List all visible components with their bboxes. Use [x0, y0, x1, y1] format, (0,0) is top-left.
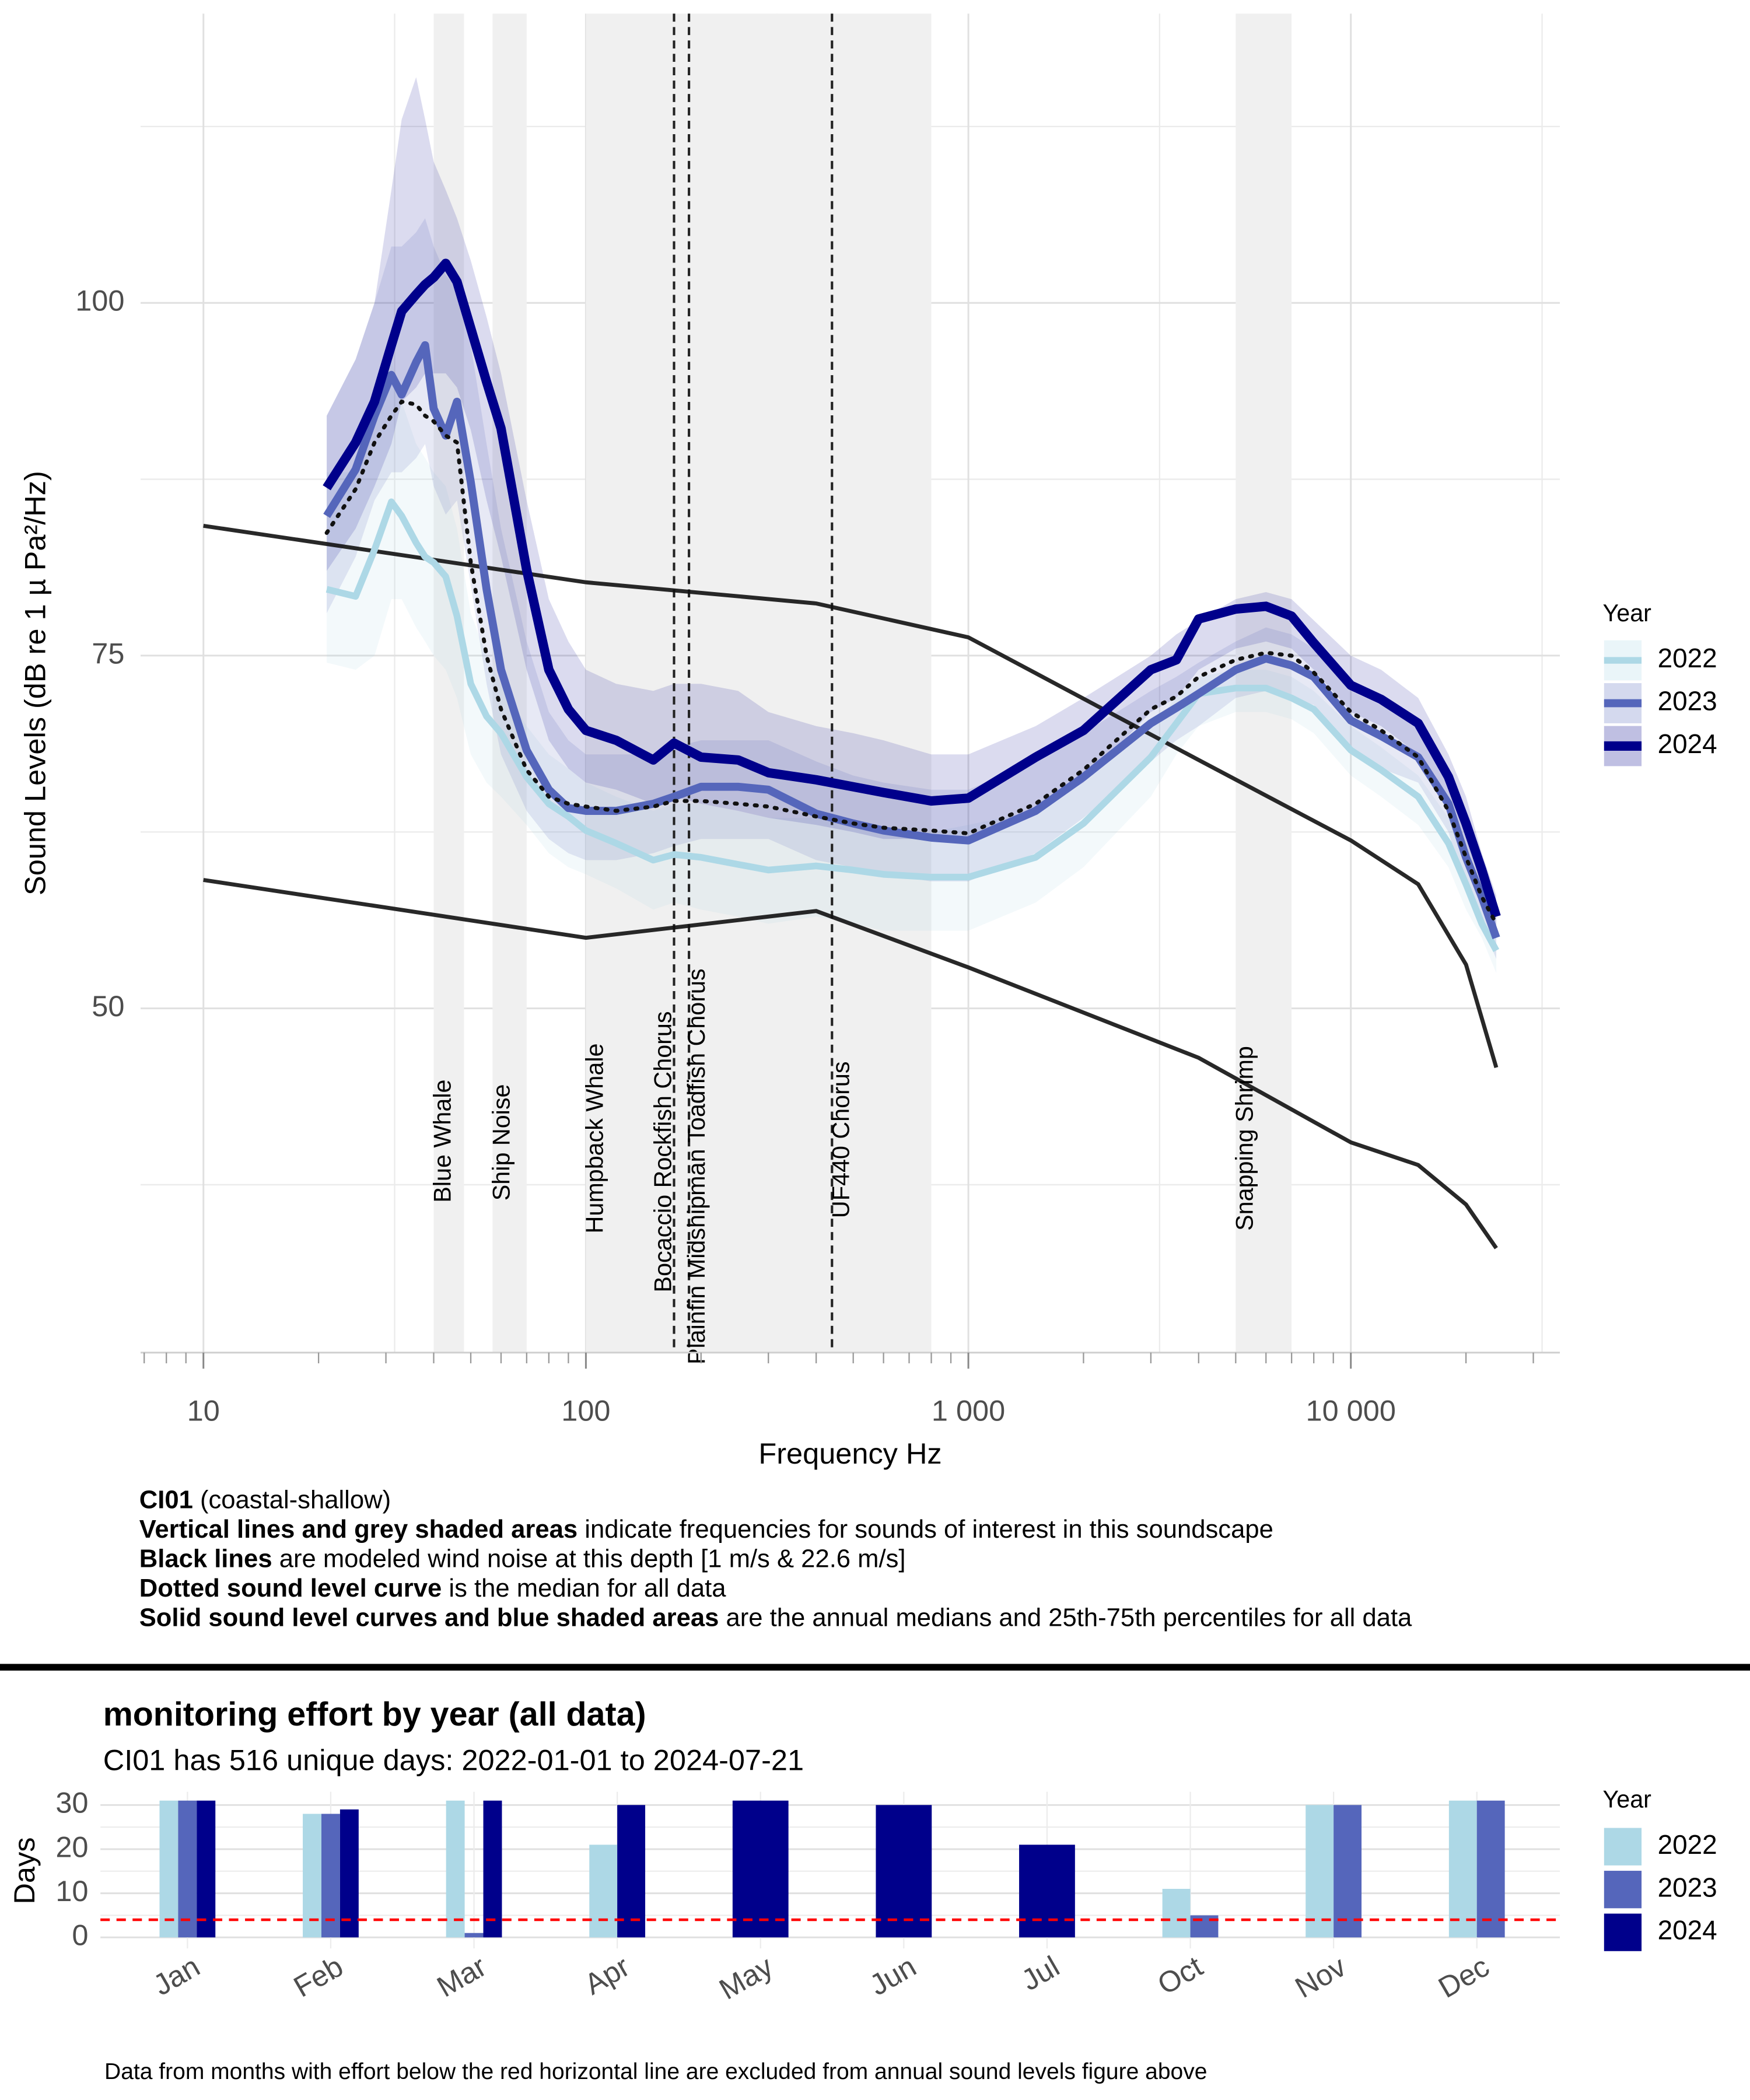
region-label: Ship Noise [488, 1084, 515, 1201]
legend-swatch [1604, 1913, 1642, 1951]
x-axis-title: Frequency Hz [758, 1437, 942, 1470]
chart-title: monitoring effort by year (all data) [103, 1696, 646, 1733]
note-bold: Dotted sound level curve [139, 1574, 442, 1602]
note-bold: Solid sound level curves and blue shaded… [139, 1604, 719, 1632]
bar [876, 1805, 932, 1938]
note-bold: Black lines [139, 1545, 272, 1573]
y-axis-title: Days [8, 1838, 41, 1905]
note-bold: Vertical lines and grey shaded areas [139, 1516, 578, 1544]
bar [483, 1800, 502, 1938]
note-text: (coastal-shallow) [200, 1486, 391, 1514]
x-tick-label: 100 [561, 1394, 610, 1427]
bar [1019, 1845, 1075, 1938]
note: Dotted sound level curve is the median f… [139, 1574, 727, 1602]
series-line [326, 498, 1500, 953]
x-tick-label: 10 [187, 1394, 220, 1427]
x-tick-label: 1 000 [932, 1394, 1005, 1427]
y-tick-label: 10 [55, 1874, 88, 1908]
legend-label: 2024 [1658, 729, 1717, 759]
note: Black lines are modeled wind noise at th… [139, 1545, 906, 1573]
bar [464, 1933, 484, 1938]
bar [197, 1800, 216, 1938]
bar [732, 1800, 789, 1938]
frequency-region [492, 13, 527, 1353]
bar [303, 1814, 321, 1938]
note-text: is the median for all data [449, 1574, 726, 1602]
bar [617, 1805, 646, 1938]
bar [178, 1800, 197, 1938]
note-text: are the annual medians and 25th-75th per… [726, 1604, 1413, 1632]
footnote: Data from months with effort below the r… [104, 2059, 1207, 2084]
legend-title: Year [1603, 600, 1652, 626]
note: CI01 (coastal-shallow) [139, 1486, 391, 1514]
region-label: Humpback Whale [582, 1044, 608, 1234]
bar [446, 1800, 465, 1938]
median-line [324, 399, 1499, 926]
percentile-band [327, 359, 1497, 974]
bar [1306, 1805, 1334, 1938]
series-line [323, 341, 1500, 939]
bar [340, 1809, 359, 1938]
y-tick-label: 50 [92, 989, 124, 1023]
region-label: Snapping Shrimp [1231, 1046, 1258, 1231]
wind-noise-line [203, 878, 1498, 1250]
y-tick-label: 30 [55, 1786, 88, 1819]
note-bold: CI01 [139, 1486, 193, 1514]
marker-label: Plainfin Midshipman Toadfish Chorus [683, 968, 710, 1364]
frequency-region [586, 13, 932, 1353]
marker-label: Bocaccio Rockfish Chorus [649, 1011, 676, 1292]
marker-label: UF440 Chorus [828, 1062, 855, 1219]
note-text: indicate frequencies for sounds of inter… [584, 1516, 1273, 1544]
frequency-region [433, 13, 464, 1353]
legend-label: 2024 [1658, 1915, 1717, 1945]
y-tick-label: 75 [92, 636, 124, 670]
note: Solid sound level curves and blue shaded… [139, 1604, 1412, 1632]
y-tick-label: 20 [55, 1830, 88, 1863]
legend-label: 2023 [1658, 1872, 1717, 1902]
frequency-region [1236, 13, 1292, 1353]
wind-noise-line [203, 523, 1499, 1069]
percentile-band [327, 77, 1497, 938]
series-line [323, 258, 1501, 918]
y-tick-label: 100 [75, 284, 124, 317]
legend-swatch [1604, 1828, 1642, 1866]
bar [589, 1845, 618, 1938]
bar [321, 1814, 340, 1938]
legend-title: Year [1603, 1786, 1652, 1813]
y-axis-title: Sound Levels (dB re 1 µ Pa²/Hz) [19, 471, 52, 895]
legend-label: 2023 [1658, 686, 1717, 716]
bar [1334, 1805, 1362, 1938]
chart-subtitle: CI01 has 516 unique days: 2022-01-01 to … [103, 1743, 804, 1776]
bar [1448, 1800, 1477, 1938]
note: Vertical lines and grey shaded areas ind… [139, 1516, 1273, 1544]
percentile-band [327, 218, 1497, 959]
bar [159, 1800, 178, 1938]
legend-label: 2022 [1658, 643, 1717, 673]
bar [1476, 1800, 1505, 1938]
bar [1162, 1889, 1191, 1938]
legend-label: 2022 [1658, 1829, 1717, 1860]
y-tick-label: 0 [72, 1919, 88, 1952]
x-tick-label: 10 000 [1306, 1394, 1396, 1427]
region-label: Blue Whale [429, 1079, 456, 1202]
note-text: are modeled wind noise at this depth [1 … [279, 1545, 906, 1573]
legend-swatch [1604, 1871, 1642, 1909]
